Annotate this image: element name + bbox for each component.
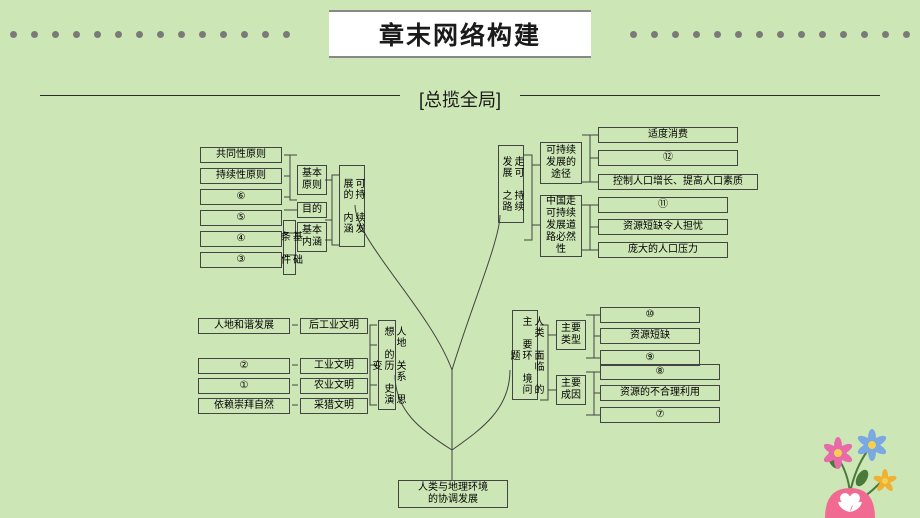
mindmap-diagram: 人类与地理环境 的协调发展 人地 关系 思想 的历 史演 变 采猎文明 依赖崇拜… <box>0 110 920 518</box>
node-a1r: 依赖崇拜自然 <box>198 398 290 414</box>
title-dot <box>903 31 910 38</box>
node-a4r: 人地和谐发展 <box>198 318 290 334</box>
title-dot <box>52 31 59 38</box>
node-cg1: ⑤ <box>200 210 282 226</box>
node-branch-c: 可持 续发 展的 内涵 <box>339 165 365 247</box>
flower-decoration <box>790 388 920 518</box>
node-branch-b: 人类 面临 的主 要环 境问 题 <box>512 310 538 400</box>
subtitle: [总揽全局] <box>419 86 501 112</box>
node-dc2: 资源短缺令人担忧 <box>598 219 728 235</box>
title-dot <box>115 31 122 38</box>
node-d-china: 中国走 可持续 发展道 路必然 性 <box>540 195 582 257</box>
title-dot <box>672 31 679 38</box>
node-a4: 后工业文明 <box>300 318 368 334</box>
node-cp2: 持续性原则 <box>200 168 282 184</box>
node-dw2: ⑫ <box>598 150 738 166</box>
node-dc1: ⑪ <box>598 197 728 213</box>
title-dot <box>94 31 101 38</box>
title-dot <box>882 31 889 38</box>
title-dot <box>199 31 206 38</box>
node-bc2: 资源的不合理利用 <box>600 385 720 401</box>
node-b-types: 主要 类型 <box>556 320 586 350</box>
node-cp1: 共同性原则 <box>200 147 282 163</box>
edge-layer <box>0 110 920 518</box>
title-dot <box>714 31 721 38</box>
node-a3: 工业文明 <box>300 358 368 374</box>
node-bt1: ⑩ <box>600 307 700 323</box>
title-band: 章末网络构建 <box>0 10 920 58</box>
title-dot <box>241 31 248 38</box>
node-a2r: ① <box>198 378 290 394</box>
node-c-cond: 基 础 条 件 <box>283 220 296 275</box>
page-title: 章末网络构建 <box>329 10 591 58</box>
node-branch-a: 人地 关系 思想 的历 史演 变 <box>378 320 396 410</box>
title-dot <box>630 31 637 38</box>
title-dot <box>651 31 658 38</box>
title-dot <box>73 31 80 38</box>
node-branch-d: 走可 持续 发展 之路 <box>498 145 524 223</box>
node-bt2: 资源短缺 <box>600 328 700 344</box>
dots-left <box>10 10 290 58</box>
title-dot <box>777 31 784 38</box>
title-dot <box>220 31 227 38</box>
title-dot <box>136 31 143 38</box>
node-bc3: ⑦ <box>600 407 720 423</box>
node-cp3: ⑥ <box>200 189 282 205</box>
node-dw1: 适度消费 <box>598 127 738 143</box>
title-dot <box>283 31 290 38</box>
node-cd1: ③ <box>200 252 282 268</box>
dots-right <box>630 10 910 58</box>
title-dot <box>10 31 17 38</box>
node-a3r: ② <box>198 358 290 374</box>
title-dot <box>819 31 826 38</box>
node-c-goal: 目的 <box>297 202 327 218</box>
title-dot <box>178 31 185 38</box>
title-dot <box>31 31 38 38</box>
node-dw3: 控制人口增长、提高人口素质 <box>598 174 758 190</box>
node-d-ways: 可持续 发展的 途径 <box>540 142 582 184</box>
title-dot <box>157 31 164 38</box>
node-cc1: ④ <box>200 231 282 247</box>
title-dot <box>756 31 763 38</box>
title-dot <box>840 31 847 38</box>
node-dc3: 庞大的人口压力 <box>598 242 728 258</box>
node-c-principles: 基本 原则 <box>297 165 327 195</box>
node-a2: 农业文明 <box>300 378 368 394</box>
subtitle-row: [总揽全局] <box>0 86 920 112</box>
node-a1: 采猎文明 <box>300 398 368 414</box>
node-b-causes: 主要 成因 <box>556 375 586 405</box>
title-dot <box>693 31 700 38</box>
node-root: 人类与地理环境 的协调发展 <box>398 480 508 508</box>
title-dot <box>861 31 868 38</box>
title-dot <box>798 31 805 38</box>
node-bc1: ⑧ <box>600 364 720 380</box>
title-dot <box>262 31 269 38</box>
title-dot <box>735 31 742 38</box>
